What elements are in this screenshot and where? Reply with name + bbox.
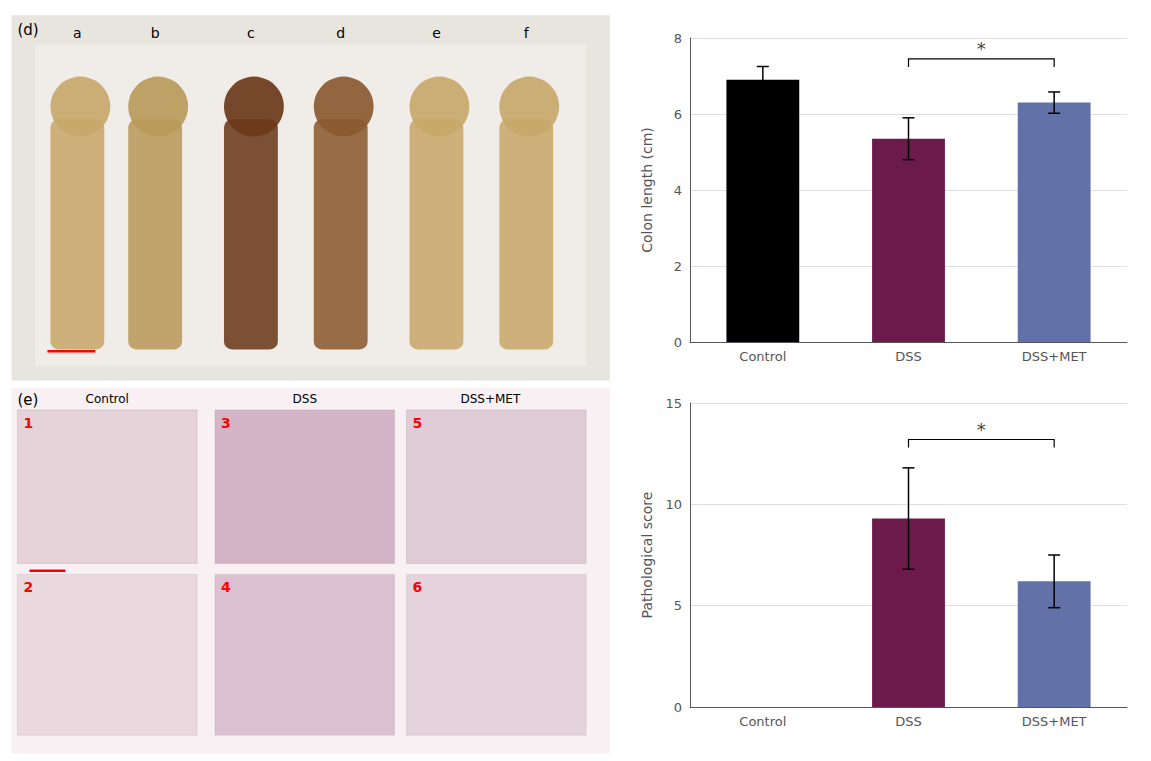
- svg-text:0: 0: [674, 700, 682, 715]
- svg-text:Control: Control: [739, 714, 786, 729]
- svg-text:15: 15: [665, 396, 682, 411]
- svg-text:6: 6: [674, 107, 682, 122]
- svg-text:(e): (e): [17, 391, 38, 409]
- svg-text:c: c: [247, 25, 255, 41]
- svg-text:DSS: DSS: [895, 349, 922, 364]
- svg-text:4: 4: [221, 579, 231, 595]
- svg-text:DSS+MET: DSS+MET: [1022, 349, 1087, 364]
- svg-text:(d): (d): [17, 21, 38, 39]
- svg-text:2: 2: [23, 579, 33, 595]
- svg-text:Control: Control: [86, 392, 129, 406]
- svg-text:DSS+MET: DSS+MET: [460, 392, 520, 406]
- svg-text:1: 1: [23, 415, 33, 431]
- svg-text:4: 4: [674, 183, 682, 198]
- svg-text:*: *: [977, 38, 986, 59]
- svg-text:*: *: [977, 419, 986, 440]
- svg-text:DSS: DSS: [293, 392, 317, 406]
- svg-text:3: 3: [221, 415, 231, 431]
- svg-text:6: 6: [413, 579, 423, 595]
- svg-text:d: d: [336, 25, 345, 41]
- svg-text:2: 2: [674, 259, 682, 274]
- svg-text:0: 0: [674, 335, 682, 350]
- svg-text:f: f: [524, 25, 530, 41]
- svg-text:DSS+MET: DSS+MET: [1022, 714, 1087, 729]
- svg-text:e: e: [432, 25, 441, 41]
- svg-text:Colon length (cm): Colon length (cm): [639, 127, 655, 252]
- svg-text:8: 8: [674, 31, 682, 46]
- svg-text:a: a: [73, 25, 82, 41]
- svg-text:10: 10: [665, 497, 682, 512]
- svg-text:Pathological score: Pathological score: [639, 492, 655, 619]
- svg-text:5: 5: [413, 415, 423, 431]
- svg-text:b: b: [151, 25, 160, 41]
- svg-text:Control: Control: [739, 349, 786, 364]
- svg-text:5: 5: [674, 598, 682, 613]
- svg-text:DSS: DSS: [895, 714, 922, 729]
